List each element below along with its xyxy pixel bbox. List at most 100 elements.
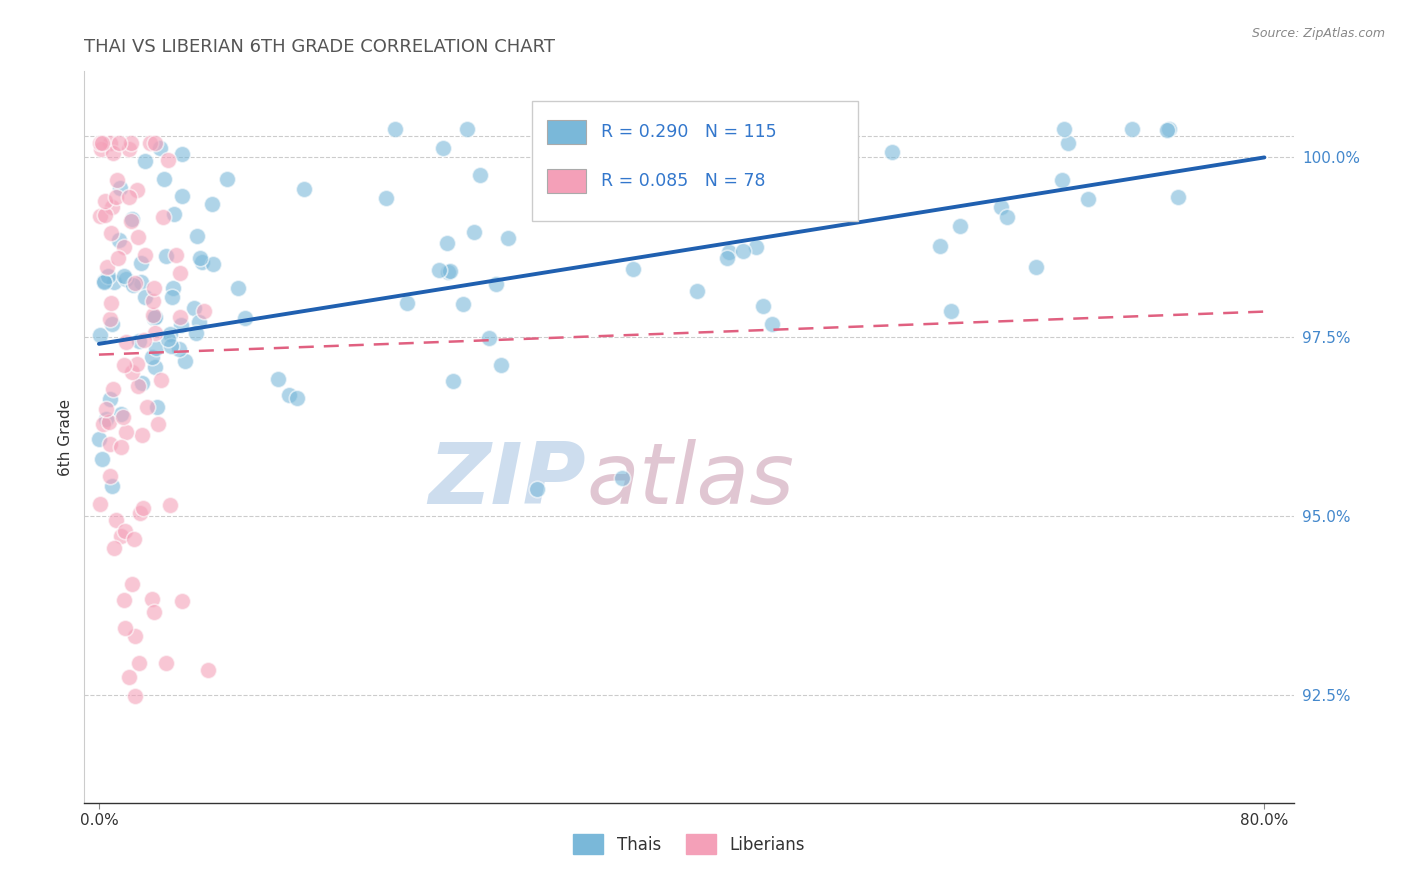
- Text: Source: ZipAtlas.com: Source: ZipAtlas.com: [1251, 27, 1385, 40]
- Point: [159, 339, 181, 353]
- FancyBboxPatch shape: [547, 169, 586, 193]
- Point: [132, 500, 155, 515]
- Point: [752, 299, 775, 313]
- Point: [170, 318, 193, 333]
- Point: [456, 121, 478, 136]
- Point: [228, 281, 250, 295]
- Point: [97, 268, 120, 283]
- Point: [98, 312, 121, 326]
- Point: [752, 146, 775, 161]
- Point: [129, 506, 152, 520]
- Point: [526, 483, 548, 497]
- Point: [121, 365, 143, 379]
- Point: [94, 194, 117, 208]
- Point: [90, 142, 112, 156]
- Point: [142, 605, 165, 619]
- Point: [112, 593, 135, 607]
- Point: [152, 210, 174, 224]
- Point: [110, 440, 132, 454]
- Point: [131, 427, 153, 442]
- Point: [266, 372, 288, 386]
- Point: [115, 272, 138, 286]
- Point: [89, 136, 111, 150]
- Point: [108, 136, 131, 150]
- Point: [174, 354, 197, 368]
- Point: [602, 206, 624, 220]
- Point: [882, 145, 904, 159]
- Point: [101, 317, 124, 331]
- Point: [122, 533, 145, 547]
- Point: [574, 142, 596, 156]
- Legend: Thais, Liberians: Thais, Liberians: [567, 828, 811, 860]
- Point: [120, 136, 142, 150]
- Point: [990, 200, 1012, 214]
- Point: [201, 197, 224, 211]
- Point: [149, 141, 172, 155]
- Point: [141, 591, 163, 606]
- Point: [170, 594, 193, 608]
- Point: [96, 260, 118, 274]
- Point: [669, 121, 692, 136]
- Point: [159, 499, 181, 513]
- Point: [98, 392, 121, 407]
- Point: [718, 245, 741, 260]
- Point: [103, 382, 125, 396]
- Point: [832, 157, 855, 171]
- Point: [169, 342, 191, 356]
- Point: [478, 331, 501, 345]
- Point: [292, 181, 315, 195]
- Point: [485, 277, 508, 292]
- Point: [165, 248, 187, 262]
- Point: [160, 290, 183, 304]
- Point: [1156, 123, 1178, 137]
- Point: [1157, 121, 1180, 136]
- Point: [120, 214, 142, 228]
- Point: [127, 229, 149, 244]
- Point: [112, 240, 135, 254]
- Point: [489, 358, 512, 372]
- Text: R = 0.290   N = 115: R = 0.290 N = 115: [600, 123, 776, 141]
- Point: [1025, 260, 1047, 274]
- Point: [93, 275, 115, 289]
- Point: [101, 479, 124, 493]
- Point: [93, 417, 115, 431]
- Point: [277, 388, 299, 402]
- Point: [468, 168, 491, 182]
- Point: [186, 228, 208, 243]
- Point: [201, 257, 224, 271]
- Point: [122, 277, 145, 292]
- Point: [136, 400, 159, 414]
- Point: [121, 211, 143, 226]
- Point: [285, 391, 308, 405]
- Point: [143, 310, 166, 324]
- Point: [114, 425, 136, 440]
- Point: [159, 326, 181, 341]
- Point: [939, 303, 962, 318]
- Point: [138, 136, 160, 150]
- Point: [124, 629, 146, 643]
- Point: [98, 136, 121, 150]
- Point: [90, 452, 112, 467]
- Point: [91, 136, 114, 150]
- Point: [94, 208, 117, 222]
- Point: [439, 263, 461, 277]
- Point: [148, 417, 170, 431]
- Point: [124, 277, 146, 291]
- Point: [114, 524, 136, 538]
- FancyBboxPatch shape: [547, 120, 586, 144]
- Point: [172, 146, 194, 161]
- Point: [117, 190, 139, 204]
- Point: [745, 240, 768, 254]
- Point: [169, 310, 191, 325]
- Point: [193, 303, 215, 318]
- Point: [183, 301, 205, 315]
- Point: [190, 251, 212, 265]
- Point: [395, 296, 418, 310]
- Point: [233, 310, 256, 325]
- Point: [610, 470, 633, 484]
- Point: [143, 360, 166, 375]
- Point: [441, 374, 464, 388]
- Point: [98, 437, 121, 451]
- Point: [740, 121, 762, 136]
- Point: [121, 576, 143, 591]
